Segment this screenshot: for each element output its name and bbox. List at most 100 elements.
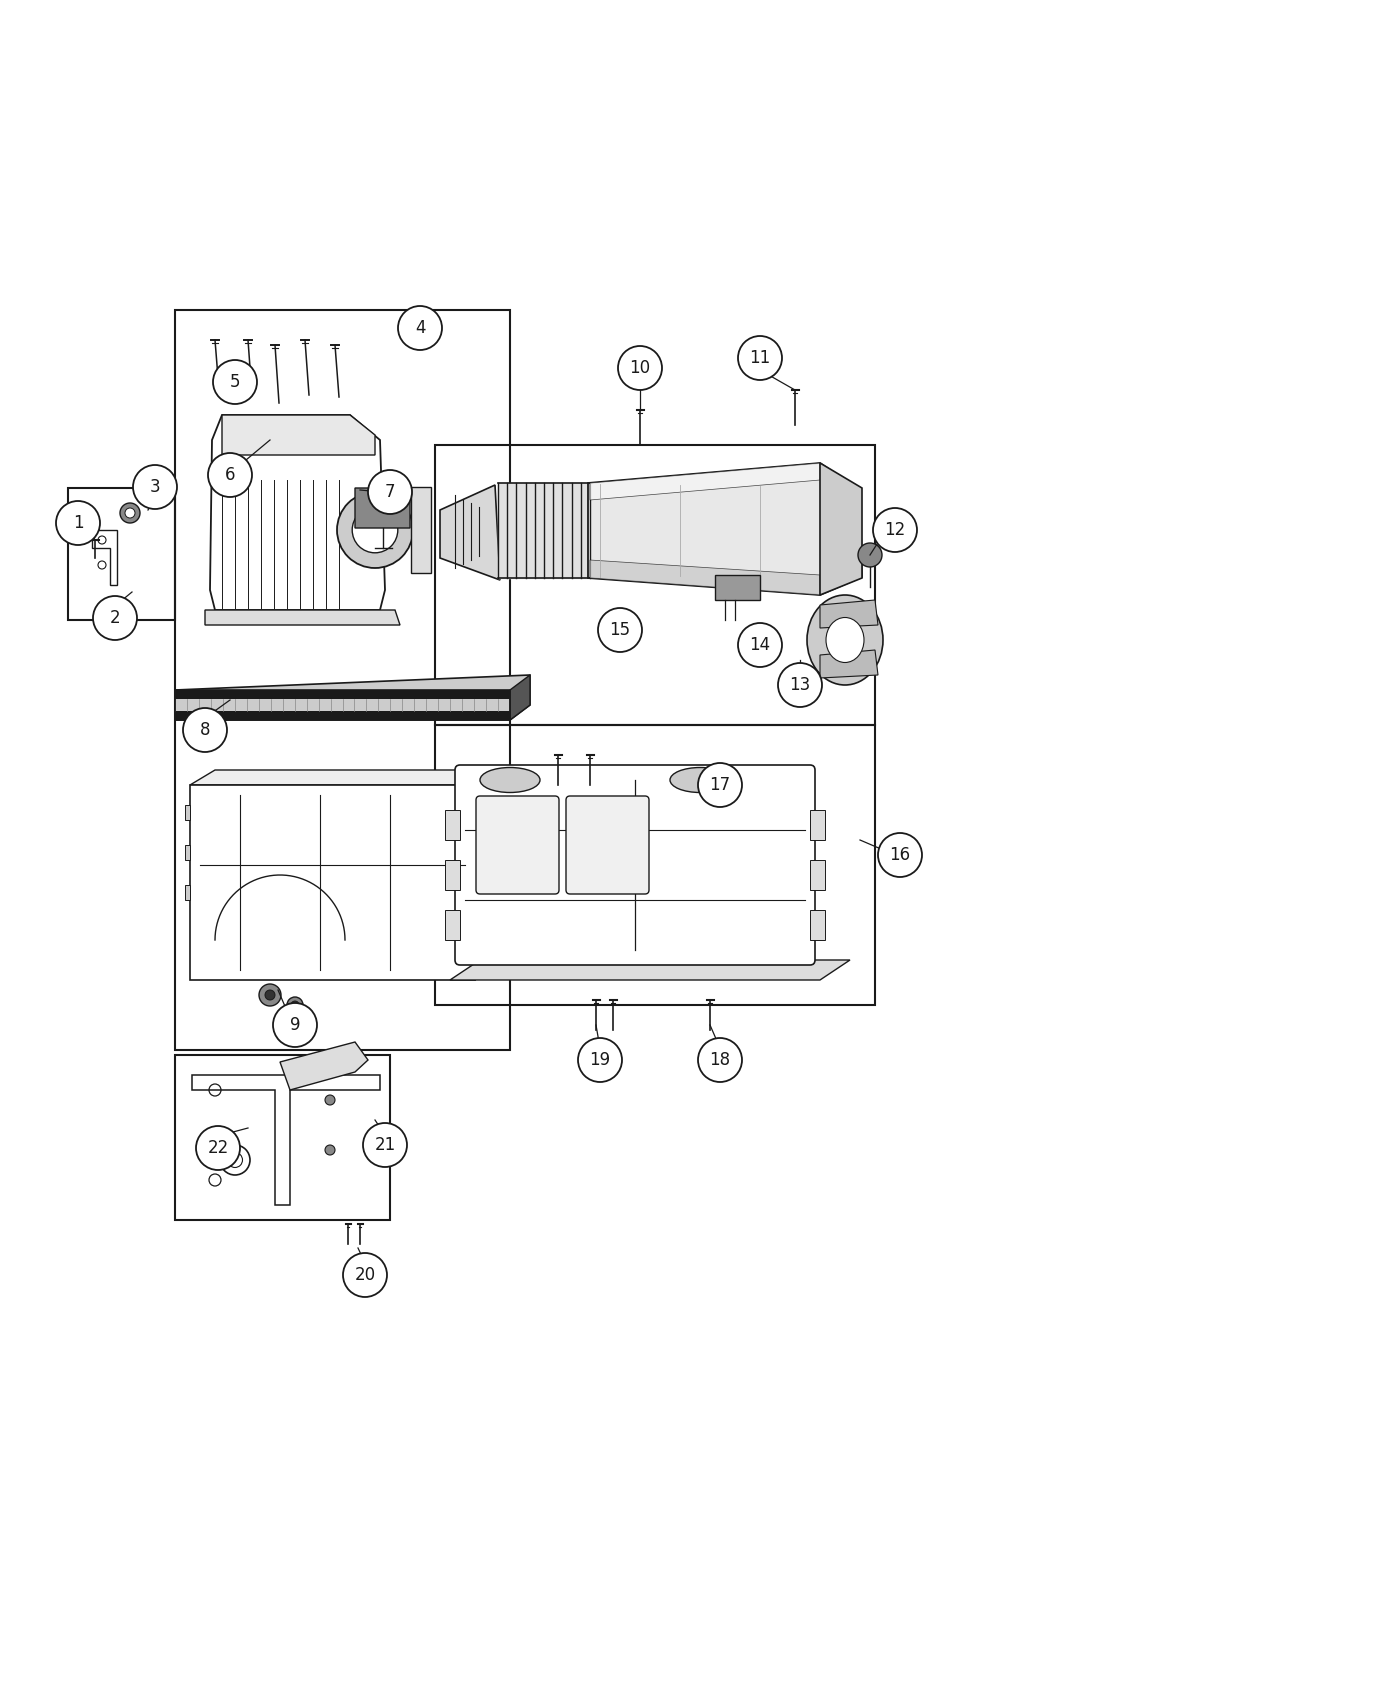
Polygon shape	[589, 462, 820, 500]
Text: 1: 1	[73, 513, 84, 532]
Polygon shape	[280, 1042, 368, 1090]
Bar	[190, 785, 475, 979]
Circle shape	[265, 989, 274, 1000]
Polygon shape	[185, 845, 190, 860]
Polygon shape	[449, 960, 850, 979]
Circle shape	[133, 466, 176, 508]
Polygon shape	[589, 559, 820, 595]
Bar	[175, 1056, 391, 1221]
Polygon shape	[204, 610, 400, 626]
Text: 11: 11	[749, 348, 770, 367]
Text: 7: 7	[385, 483, 395, 502]
Text: 18: 18	[710, 1051, 731, 1069]
Polygon shape	[820, 462, 862, 595]
Circle shape	[259, 984, 281, 1006]
Bar	[412, 486, 431, 573]
Ellipse shape	[806, 595, 883, 685]
Bar	[175, 711, 510, 721]
Circle shape	[196, 1125, 239, 1170]
Polygon shape	[510, 675, 531, 721]
Circle shape	[738, 622, 783, 666]
Circle shape	[398, 306, 442, 350]
Text: 5: 5	[230, 372, 241, 391]
Circle shape	[325, 1095, 335, 1105]
Text: 2: 2	[109, 609, 120, 627]
Text: 8: 8	[200, 721, 210, 740]
Polygon shape	[811, 910, 825, 940]
Circle shape	[120, 503, 140, 524]
Circle shape	[287, 996, 302, 1013]
Circle shape	[858, 542, 882, 568]
Circle shape	[778, 663, 822, 707]
Ellipse shape	[826, 617, 864, 663]
Polygon shape	[445, 910, 461, 940]
Circle shape	[213, 360, 258, 405]
Circle shape	[291, 1001, 300, 1010]
Text: 9: 9	[290, 1017, 300, 1034]
Polygon shape	[820, 600, 878, 627]
Text: 12: 12	[885, 520, 906, 539]
Bar	[175, 309, 510, 1051]
Polygon shape	[185, 806, 190, 819]
Circle shape	[125, 508, 134, 518]
Circle shape	[598, 609, 643, 653]
Circle shape	[699, 763, 742, 808]
Polygon shape	[192, 1074, 379, 1205]
FancyBboxPatch shape	[476, 796, 559, 894]
Circle shape	[738, 337, 783, 381]
Circle shape	[183, 707, 227, 751]
FancyBboxPatch shape	[455, 765, 815, 966]
Circle shape	[353, 507, 398, 552]
Bar	[435, 445, 875, 724]
Text: 21: 21	[374, 1136, 396, 1154]
Circle shape	[273, 1003, 316, 1047]
Polygon shape	[175, 675, 531, 721]
Ellipse shape	[480, 767, 540, 792]
Polygon shape	[185, 886, 190, 899]
Text: 16: 16	[889, 847, 910, 864]
Text: 15: 15	[609, 620, 630, 639]
Text: 17: 17	[710, 775, 731, 794]
Polygon shape	[440, 484, 500, 580]
Circle shape	[343, 1253, 386, 1297]
Text: 14: 14	[749, 636, 770, 654]
Text: 10: 10	[630, 359, 651, 377]
Text: 6: 6	[225, 466, 235, 484]
Bar	[370, 488, 395, 498]
Polygon shape	[92, 530, 118, 585]
Bar	[175, 690, 510, 699]
Text: 19: 19	[589, 1051, 610, 1069]
Circle shape	[92, 597, 137, 639]
Circle shape	[368, 469, 412, 513]
Polygon shape	[445, 860, 461, 891]
Circle shape	[699, 1039, 742, 1081]
Circle shape	[617, 347, 662, 389]
Circle shape	[56, 502, 99, 546]
Text: 3: 3	[150, 478, 161, 496]
Circle shape	[874, 508, 917, 552]
Polygon shape	[588, 462, 862, 595]
Text: 20: 20	[354, 1266, 375, 1284]
Bar	[69, 488, 175, 620]
Circle shape	[337, 491, 413, 568]
Polygon shape	[820, 649, 878, 678]
Polygon shape	[356, 488, 410, 529]
Bar	[175, 690, 510, 721]
Circle shape	[325, 1146, 335, 1154]
Polygon shape	[475, 770, 500, 979]
Text: 4: 4	[414, 320, 426, 337]
Polygon shape	[811, 860, 825, 891]
Circle shape	[363, 1124, 407, 1166]
Circle shape	[209, 452, 252, 496]
Polygon shape	[445, 809, 461, 840]
Bar	[435, 724, 875, 1005]
Polygon shape	[811, 809, 825, 840]
FancyBboxPatch shape	[566, 796, 650, 894]
Circle shape	[878, 833, 923, 877]
Polygon shape	[210, 415, 385, 610]
Text: 22: 22	[207, 1139, 228, 1158]
Ellipse shape	[671, 767, 729, 792]
Polygon shape	[190, 770, 500, 785]
Text: 13: 13	[790, 677, 811, 694]
Polygon shape	[223, 415, 375, 456]
